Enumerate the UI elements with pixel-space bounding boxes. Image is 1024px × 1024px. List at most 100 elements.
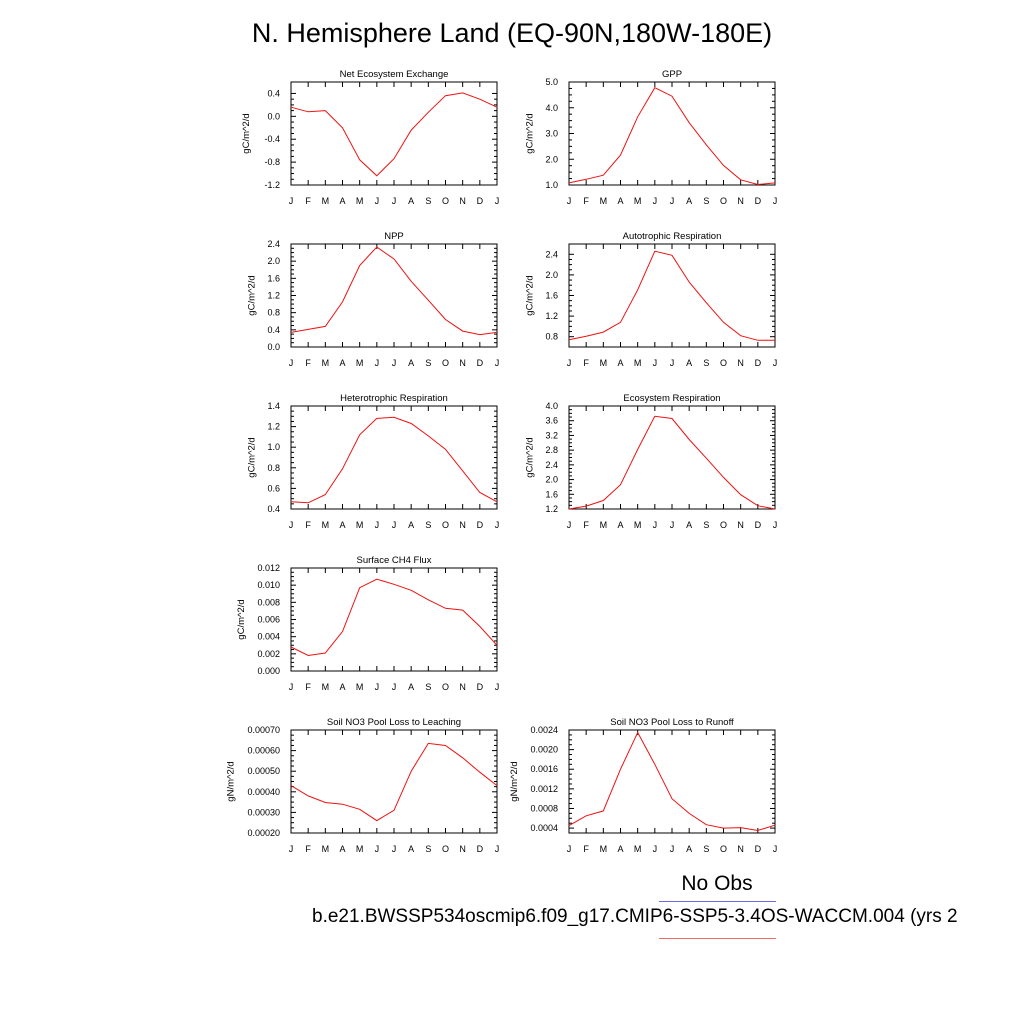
x-tick-label: J	[375, 844, 380, 854]
x-tick-label: D	[477, 196, 484, 206]
x-tick-label: M	[356, 682, 364, 692]
x-tick-label: J	[567, 196, 572, 206]
plot-frame	[290, 405, 498, 510]
y-tick-label: 3.0	[545, 129, 558, 139]
y-tick-label: 0.00060	[247, 746, 280, 756]
x-tick-label: F	[305, 520, 311, 530]
plot-frame	[568, 729, 776, 834]
y-tick-label: 1.6	[267, 273, 280, 283]
x-tick-label: A	[339, 844, 345, 854]
y-axis-label: gC/m^2/d	[241, 113, 252, 153]
x-tick-label: N	[459, 682, 466, 692]
legend-line-obs	[659, 901, 776, 902]
y-tick-label: 0.0004	[530, 823, 558, 833]
y-tick-label: 0.000	[257, 666, 280, 676]
y-tick-label: 0.8	[267, 463, 280, 473]
x-tick-label: A	[617, 358, 623, 368]
y-tick-label: 0.00030	[247, 807, 280, 817]
x-tick-label: F	[305, 682, 311, 692]
y-tick-label: 0.4	[267, 325, 280, 335]
series-line	[290, 742, 498, 822]
page-title: N. Hemisphere Land (EQ-90N,180W-180E)	[251, 18, 773, 48]
x-tick-label: O	[442, 358, 449, 368]
x-tick-label: D	[755, 196, 762, 206]
y-tick-label: 0.008	[257, 597, 280, 607]
x-tick-label: S	[703, 196, 709, 206]
x-tick-label: A	[617, 844, 623, 854]
x-tick-label: J	[773, 358, 778, 368]
y-tick-label: 0.00040	[247, 787, 280, 797]
x-tick-label: J	[392, 358, 397, 368]
x-tick-label: S	[425, 682, 431, 692]
y-tick-label: 1.2	[267, 422, 280, 432]
x-tick-label: S	[425, 520, 431, 530]
x-tick-label: J	[567, 844, 572, 854]
y-tick-label: 0.004	[257, 632, 280, 642]
y-tick-label: 3.6	[545, 416, 558, 426]
x-tick-label: O	[442, 682, 449, 692]
y-tick-label: 0.00020	[247, 828, 280, 838]
x-tick-label: J	[495, 196, 500, 206]
x-tick-label: F	[305, 196, 311, 206]
y-axis-label: gN/m^2/d	[226, 761, 237, 801]
y-axis-label: gC/m^2/d	[524, 437, 535, 477]
x-tick-label: A	[686, 358, 692, 368]
series-line	[290, 578, 498, 657]
y-tick-label: 1.0	[267, 442, 280, 452]
plot-frame	[290, 729, 498, 834]
legend-title: No Obs	[681, 872, 753, 895]
series-line	[290, 92, 498, 177]
x-tick-label: J	[567, 358, 572, 368]
x-tick-label: O	[720, 196, 727, 206]
legend-line-model	[659, 938, 776, 939]
x-tick-label: A	[408, 520, 414, 530]
x-tick-label: F	[583, 520, 589, 530]
y-tick-label: 0.4	[267, 504, 280, 514]
x-tick-label: O	[720, 358, 727, 368]
y-tick-label: 0.0008	[530, 803, 558, 813]
x-tick-label: A	[408, 358, 414, 368]
y-tick-label: 0.8	[267, 308, 280, 318]
y-tick-label: 0.8	[545, 332, 558, 342]
x-tick-label: A	[339, 196, 345, 206]
x-tick-label: N	[737, 196, 744, 206]
x-tick-label: O	[442, 844, 449, 854]
plot-frame	[290, 567, 498, 672]
x-tick-label: A	[408, 844, 414, 854]
x-tick-label: N	[737, 844, 744, 854]
plot-frame	[568, 243, 776, 348]
y-tick-label: 2.4	[545, 460, 558, 470]
x-tick-label: A	[686, 520, 692, 530]
y-tick-label: 1.6	[545, 489, 558, 499]
y-tick-label: 0.012	[257, 563, 280, 573]
x-tick-label: A	[339, 520, 345, 530]
x-tick-label: M	[356, 358, 364, 368]
x-tick-label: M	[322, 844, 330, 854]
x-tick-label: J	[773, 844, 778, 854]
panel-title: Autotrophic Respiration	[623, 231, 722, 242]
x-tick-label: J	[289, 844, 294, 854]
panel-title: NPP	[384, 231, 404, 242]
x-tick-label: J	[670, 520, 675, 530]
y-tick-label: 0.0	[267, 342, 280, 352]
series-line	[290, 416, 498, 504]
plot-frame	[290, 81, 498, 186]
panel-title: Heterotrophic Respiration	[340, 393, 448, 404]
y-tick-label: 4.0	[545, 103, 558, 113]
y-tick-label: 2.4	[267, 239, 280, 249]
y-tick-label: -0.8	[264, 157, 280, 167]
x-tick-label: N	[737, 520, 744, 530]
y-tick-label: 0.00070	[247, 725, 280, 735]
x-tick-label: D	[477, 844, 484, 854]
x-tick-label: F	[305, 358, 311, 368]
panel-title: Ecosystem Respiration	[623, 393, 720, 404]
y-tick-label: 2.0	[545, 270, 558, 280]
y-axis-label: gC/m^2/d	[524, 275, 535, 315]
y-tick-label: 2.4	[545, 249, 558, 259]
x-tick-label: A	[408, 682, 414, 692]
x-tick-label: F	[305, 844, 311, 854]
x-tick-label: S	[425, 358, 431, 368]
